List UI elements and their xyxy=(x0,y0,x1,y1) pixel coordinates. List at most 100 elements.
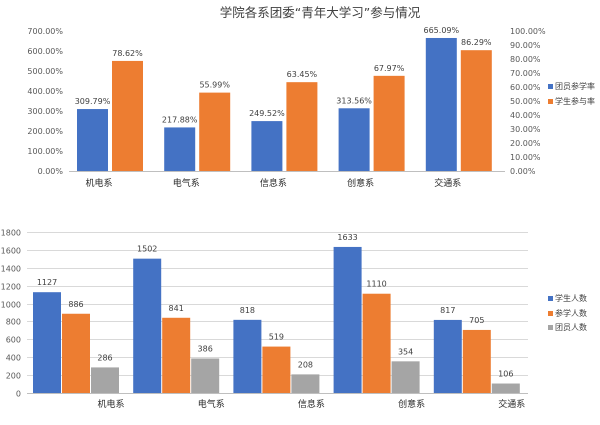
y-right-tick-label: 90.00% xyxy=(510,41,541,50)
y-right-tick-label: 100.00% xyxy=(510,27,546,36)
y-tick-label: 400 xyxy=(6,354,21,363)
bar-participants xyxy=(62,313,90,393)
bar-members xyxy=(91,367,119,393)
bar-students xyxy=(433,319,462,393)
chart-1-participation-rate: 学院各系团委“青年大学习”参与情况 0.00% 100.00% 200.00% 300.… xyxy=(27,5,595,189)
bar-member-rate xyxy=(338,108,370,171)
bar-students xyxy=(133,258,162,393)
y-right-tick-label: 10.00% xyxy=(510,153,541,162)
bar-student-rate xyxy=(112,60,143,171)
data-label: 519 xyxy=(269,333,284,342)
bar-student-rate xyxy=(199,92,231,171)
legend-swatch xyxy=(548,84,553,89)
y-left-tick-label: 700.00% xyxy=(27,27,63,36)
bar-participants xyxy=(162,317,191,393)
bar-member-rate xyxy=(425,37,457,172)
y-left-tick-label: 100.00% xyxy=(27,147,63,156)
bar-students xyxy=(333,246,362,393)
bar-member-rate xyxy=(164,127,196,171)
x-tick-label: 电气系 xyxy=(198,398,225,410)
data-label: 313.56% xyxy=(336,96,372,105)
y-right-tick-label: 30.00% xyxy=(510,125,541,134)
bar-member-rate xyxy=(77,109,108,171)
y-tick-label: 1200 xyxy=(1,283,21,292)
y-tick-label: 200 xyxy=(6,372,21,381)
bar-members xyxy=(191,358,220,393)
x-tick-label: 创意系 xyxy=(347,177,374,189)
legend-label: 团员参学率 xyxy=(555,81,595,91)
y-tick-label: 600 xyxy=(6,336,21,345)
data-label: 665.09% xyxy=(424,26,460,35)
data-label: 1127 xyxy=(37,278,57,287)
data-label: 818 xyxy=(240,306,255,315)
x-tick-label: 交通系 xyxy=(498,398,525,410)
y-left-tick-label: 500.00% xyxy=(27,67,63,76)
y-left-tick-label: 200.00% xyxy=(27,127,63,136)
bar-participants xyxy=(362,293,391,393)
data-label: 386 xyxy=(198,344,213,353)
data-label: 106 xyxy=(498,370,513,379)
legend-swatch xyxy=(548,311,553,316)
y-tick-label: 0 xyxy=(16,390,21,399)
chart-title: 学院各系团委“青年大学习”参与情况 xyxy=(220,5,421,20)
data-label: 86.29% xyxy=(461,38,492,47)
y-right-tick-label: 80.00% xyxy=(510,55,541,64)
legend-label: 团员人数 xyxy=(555,322,587,332)
chart-2-headcount: 0 200 400 600 800 1000 1200 1400 1600 1800 1127 886… xyxy=(1,229,587,411)
y-tick-label: 800 xyxy=(6,318,21,327)
x-tick-label: 交通系 xyxy=(434,177,461,189)
data-label: 286 xyxy=(97,353,112,362)
data-label: 67.97% xyxy=(374,64,405,73)
data-label: 841 xyxy=(169,304,184,313)
y-right-tick-label: 0.00% xyxy=(510,167,536,176)
x-tick-label: 机电系 xyxy=(97,398,124,410)
data-label: 886 xyxy=(68,300,83,309)
data-label: 1502 xyxy=(137,245,157,254)
y-right-tick-label: 20.00% xyxy=(510,139,541,148)
bar-members xyxy=(391,361,420,393)
x-tick-label: 信息系 xyxy=(260,177,287,189)
legend-swatch xyxy=(548,296,553,301)
legend-swatch xyxy=(548,99,553,104)
y-tick-label: 1400 xyxy=(1,265,21,274)
x-tick-label: 电气系 xyxy=(173,177,200,189)
x-tick-label: 创意系 xyxy=(398,398,425,410)
y-right-tick-label: 50.00% xyxy=(510,97,541,106)
bar-student-rate xyxy=(373,75,405,171)
y-left-tick-label: 400.00% xyxy=(27,87,63,96)
y-right-tick-label: 40.00% xyxy=(510,111,541,120)
data-label: 1110 xyxy=(366,280,386,289)
legend-label: 学生人数 xyxy=(555,293,587,303)
bar-students xyxy=(233,319,262,393)
y-tick-label: 1800 xyxy=(1,229,21,238)
x-tick-label: 机电系 xyxy=(85,177,112,189)
y-right-tick-label: 60.00% xyxy=(510,83,541,92)
data-label: 63.45% xyxy=(287,70,318,79)
bar-student-rate xyxy=(286,82,318,171)
y-tick-label: 1000 xyxy=(1,301,21,310)
y-left-tick-label: 300.00% xyxy=(27,107,63,116)
bar-participants xyxy=(262,346,291,393)
data-label: 309.79% xyxy=(75,97,111,106)
data-label: 817 xyxy=(440,306,455,315)
bar-students xyxy=(33,292,61,393)
bar-members xyxy=(291,374,320,393)
data-label: 208 xyxy=(298,360,313,369)
legend-label: 参学人数 xyxy=(555,308,587,318)
data-label: 217.88% xyxy=(162,115,198,124)
y-left-tick-label: 0.00% xyxy=(38,167,64,176)
bar-member-rate xyxy=(251,121,283,171)
bar-student-rate xyxy=(460,50,492,171)
data-label: 705 xyxy=(469,316,484,325)
y-left-tick-label: 600.00% xyxy=(27,47,63,56)
y-right-tick-label: 70.00% xyxy=(510,69,541,78)
data-label: 55.99% xyxy=(199,81,230,90)
data-label: 354 xyxy=(398,347,413,356)
data-label: 249.52% xyxy=(249,109,285,118)
legend-swatch xyxy=(548,325,553,330)
y-tick-label: 1600 xyxy=(1,247,21,256)
bar-participants xyxy=(462,329,491,393)
bar-members xyxy=(491,383,520,393)
data-label: 1633 xyxy=(337,233,357,242)
